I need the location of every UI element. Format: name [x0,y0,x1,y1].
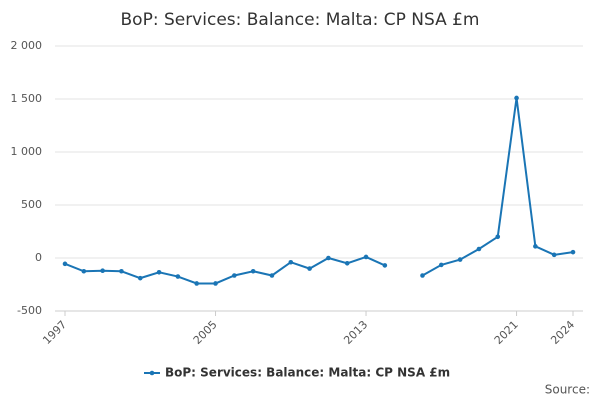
data-point [250,268,256,274]
data-point [100,268,105,274]
data-point [420,273,425,278]
y-tick-label: -500 [17,304,42,317]
y-tick-label: 0 [35,251,42,264]
y-tick-label: 1 000 [11,145,43,158]
x-tick-label: 2005 [191,318,220,347]
data-point [137,275,143,281]
data-point [382,263,388,268]
legend-marker [149,370,155,376]
data-point [288,259,294,265]
data-point [344,261,350,266]
data-point [307,266,312,271]
data-point [81,268,87,274]
y-tick-label: 1 500 [11,92,43,105]
y-tick-label: 500 [21,198,42,211]
data-point [175,274,181,279]
x-tick-label: 2013 [341,318,370,347]
data-point [495,234,501,240]
data-point [457,257,463,262]
data-point [62,261,68,267]
data-point [363,254,369,260]
data-point [533,244,538,249]
data-point [514,95,519,101]
source: Source: [545,383,590,397]
y-tick-label: 2 000 [11,39,43,52]
data-point [232,273,237,278]
data-point [570,249,576,255]
data-point [438,262,444,268]
data-point [476,246,482,252]
legend-label: BoP: Services: Balance: Malta: CP NSA £m [165,366,450,380]
data-point [156,270,162,275]
chart-title: BoP: Services: Balance: Malta: CP NSA £m [121,10,480,30]
data-point [213,281,218,286]
data-point [194,281,200,286]
data-point [326,255,331,261]
data-point [269,273,275,278]
x-tick-label: 1997 [40,318,69,347]
series-line [64,97,574,285]
x-tick-label: 2024 [548,318,577,347]
data-point [551,252,557,258]
data-point [119,268,124,274]
x-tick-label: 2021 [492,318,521,347]
